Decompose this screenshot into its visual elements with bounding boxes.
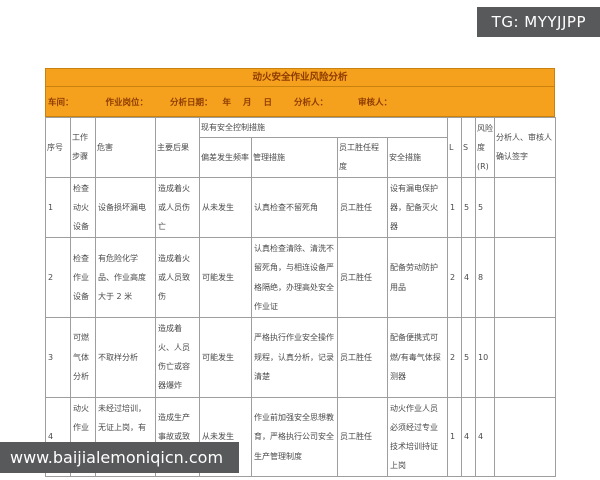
telegram-watermark-badge: TG: MYYJJPP — [476, 7, 600, 37]
cell-management: 严格执行作业安全操作规程，认真分析，记录清楚 — [251, 316, 338, 398]
table-row: 2 检查作业设备 有危险化学品、作业高度大于 2 米 造成着火或人员致伤 可能发… — [45, 237, 556, 318]
cell-signature — [494, 176, 556, 239]
field-workshop: 车间： — [48, 97, 74, 108]
field-analyst: 分析人： — [293, 97, 328, 108]
cell-r: 10 — [475, 316, 495, 398]
header-consequence: 主要后果 — [155, 117, 200, 178]
cell-frequency: 从未发生 — [199, 176, 252, 239]
cell-frequency: 可能发生 — [199, 237, 252, 318]
risk-analysis-document: 动火安全作业风险分析 车间： 作业岗位： 分析日期： 年 月 日 分析人： 审核… — [45, 68, 556, 478]
cell-safety: 设有漏电保护器，配备灭火器 — [387, 176, 448, 239]
document-title: 动火安全作业风险分析 — [45, 68, 555, 87]
cell-step: 检查作业设备 — [70, 237, 96, 318]
cell-management: 认真检查不留死角 — [251, 176, 338, 239]
header-s: S — [461, 117, 476, 178]
table-row: 3 可燃气体分析 不取样分析 造成着火、人员伤亡或容器爆炸 可能发生 严格执行作… — [45, 316, 556, 398]
cell-safety: 配备便携式可燃/有毒气体探测器 — [387, 316, 448, 398]
cell-r: 5 — [475, 176, 495, 239]
url-watermark-badge: www.baijialemoniqicn.com — [0, 442, 240, 473]
subheader-competence: 员工胜任程度 — [337, 137, 388, 178]
cell-hazard: 设备损坏漏电 — [95, 176, 156, 239]
cell-competence: 员工胜任 — [337, 176, 388, 239]
cell-s: 4 — [461, 237, 476, 318]
cell-no: 3 — [45, 316, 71, 398]
cell-no: 2 — [45, 237, 71, 318]
cell-safety: 配备劳动防护用品 — [387, 237, 448, 318]
header-signature: 分析人、审核人确认签字 — [494, 117, 556, 178]
header-risk-r: 风险度(R) — [475, 117, 495, 178]
cell-l: 1 — [447, 396, 462, 478]
cell-step: 检查动火设备 — [70, 176, 96, 239]
cell-l: 1 — [447, 176, 462, 239]
cell-s: 5 — [461, 176, 476, 239]
cell-r: 8 — [475, 237, 495, 318]
cell-hazard: 有危险化学品、作业高度大于 2 米 — [95, 237, 156, 318]
field-job-position: 作业岗位： — [105, 97, 149, 108]
cell-s: 5 — [461, 316, 476, 398]
cell-competence: 员工胜任 — [337, 396, 388, 478]
cell-l: 2 — [447, 316, 462, 398]
cell-competence: 员工胜任 — [337, 237, 388, 318]
cell-step: 可燃气体分析 — [70, 316, 96, 398]
subheader-safety: 安全措施 — [387, 137, 448, 178]
cell-signature — [494, 316, 556, 398]
header-existing-controls: 现有安全控制措施 — [199, 116, 448, 139]
cell-hazard: 不取样分析 — [95, 316, 156, 398]
cell-competence: 员工胜任 — [337, 316, 388, 398]
field-date-ymd: 年 月 日 — [222, 97, 272, 108]
cell-s: 4 — [461, 396, 476, 478]
cell-no: 1 — [45, 176, 71, 239]
header-step: 工作步骤 — [70, 117, 96, 178]
risk-analysis-table: 序号 工作步骤 危害 主要后果 现有安全控制措施 L S 风险度(R) 分析人、… — [45, 116, 556, 478]
table-row: 1 检查动火设备 设备损坏漏电 造成着火或人员伤亡 从未发生 认真检查不留死角 … — [45, 176, 556, 239]
cell-r: 4 — [475, 396, 495, 478]
field-analysis-date: 分析日期： — [170, 97, 213, 108]
cell-consequence: 造成着火、人员伤亡或容器爆炸 — [155, 316, 200, 398]
header-no: 序号 — [45, 117, 71, 178]
cell-consequence: 造成着火或人员致伤 — [155, 237, 200, 318]
info-row: 车间： 作业岗位： 分析日期： 年 月 日 分析人： 审核人： — [45, 87, 555, 117]
cell-consequence: 造成着火或人员伤亡 — [155, 176, 200, 239]
cell-management: 认真检查清除、清洗不留死角，与相连设备严格隔绝，办理高处安全作业证 — [251, 237, 338, 318]
header-l: L — [447, 117, 462, 178]
cell-signature — [494, 237, 556, 318]
cell-safety: 动火作业人员必须经过专业技术培训持证上岗 — [387, 396, 448, 478]
cell-signature — [494, 396, 556, 478]
subheader-management: 管理措施 — [251, 137, 338, 178]
header-hazard: 危害 — [95, 117, 156, 178]
cell-frequency: 可能发生 — [199, 316, 252, 398]
field-reviewer: 审核人： — [357, 97, 392, 108]
cell-l: 2 — [447, 237, 462, 318]
subheader-frequency: 偏差发生频率 — [199, 137, 252, 178]
cell-management: 作业前加强安全思想教育，严格执行公司安全生产管理制度 — [251, 396, 338, 478]
